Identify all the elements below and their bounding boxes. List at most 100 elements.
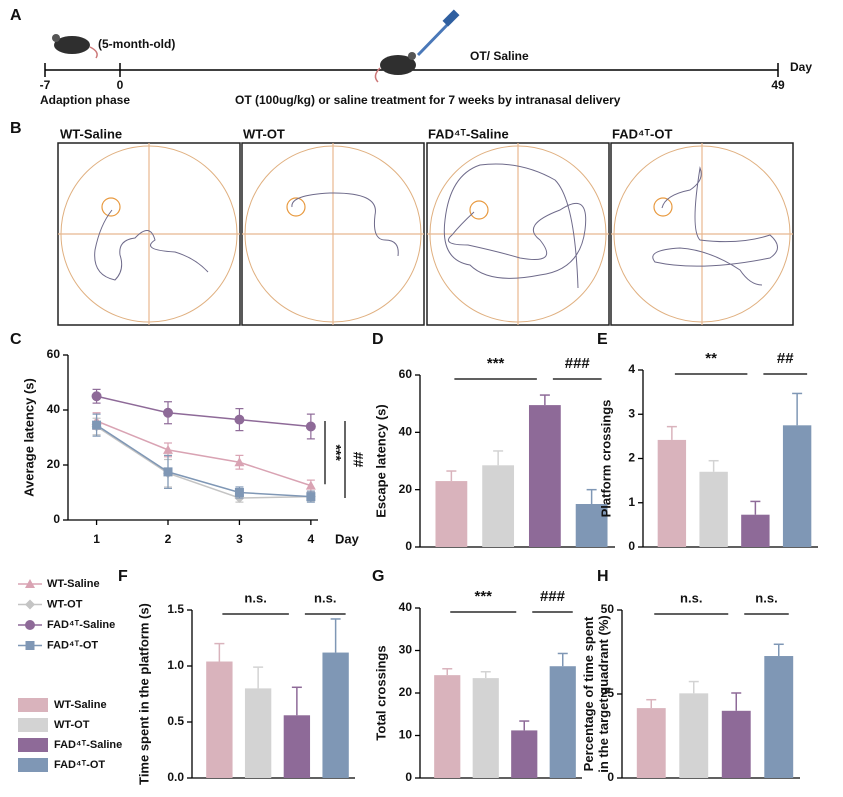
y-tick-label: 0 (607, 770, 614, 784)
marker (234, 414, 245, 425)
y-tick-label: 0.5 (167, 714, 184, 728)
bar (699, 471, 728, 547)
marker (234, 457, 245, 467)
timeline-tick-label: 0 (117, 78, 124, 92)
bar (528, 405, 561, 547)
bar (782, 425, 812, 547)
bar (244, 688, 272, 778)
timeline-unit: Day (790, 60, 812, 74)
significance-label: ## (777, 350, 794, 367)
marker (25, 579, 35, 588)
platform (286, 197, 306, 217)
y-tick-label: 10 (399, 728, 413, 742)
significance-label: *** (487, 355, 505, 372)
x-tick-label: 2 (165, 532, 172, 546)
mouse-icon (374, 52, 416, 83)
y-tick-label: 4 (628, 362, 635, 376)
legend-swatch (18, 718, 48, 732)
bar (764, 656, 794, 778)
marker (25, 641, 35, 650)
significance-label: ## (350, 452, 366, 468)
bar (482, 465, 515, 547)
significance-label: *** (474, 588, 492, 605)
panel-label: G (372, 568, 384, 585)
significance-label: n.s. (755, 590, 777, 605)
series-line (96, 395, 311, 428)
y-axis-label: in the target quadrant (%) (596, 615, 611, 772)
timeline-tick-label: -7 (40, 78, 51, 92)
legend-swatch (18, 758, 48, 772)
marker (163, 467, 173, 477)
panel-label: E (597, 331, 608, 348)
y-tick-label: 20 (399, 482, 413, 496)
marker (25, 599, 35, 610)
platform (101, 197, 121, 217)
y-axis-label: Platform crossings (598, 400, 613, 518)
maze-title: FAD⁴ᵀ-Saline (428, 126, 509, 141)
bar (657, 439, 687, 547)
marker (91, 391, 102, 402)
swim-track (443, 163, 587, 289)
y-axis-label: Average latency (s) (21, 378, 36, 497)
y-tick-label: 3 (628, 406, 635, 420)
bar (575, 504, 608, 547)
legend-label: FAD⁴ᵀ-OT (54, 759, 105, 771)
significance-label: n.s. (314, 590, 336, 605)
syringe-icon (416, 9, 460, 57)
y-tick-label: 2 (628, 451, 635, 465)
y-axis-label: Escape latency (s) (373, 404, 388, 517)
maze-title: FAD⁴ᵀ-OT (612, 126, 673, 141)
x-axis-label: Day (335, 531, 360, 546)
significance-label: ### (540, 588, 566, 605)
legend-label: WT-OT (47, 598, 83, 610)
panel-label: A (10, 7, 22, 24)
y-tick-label: 0.0 (167, 770, 184, 784)
marker (92, 420, 102, 430)
significance-label: n.s. (680, 590, 702, 605)
y-tick-label: 20 (399, 685, 413, 699)
y-tick-label: 60 (47, 347, 61, 361)
significance-label: ** (705, 350, 717, 367)
maze-title: WT-OT (243, 126, 285, 141)
y-tick-label: 30 (399, 643, 413, 657)
bar (741, 514, 770, 547)
swim-track (94, 209, 209, 281)
significance-label: *** (328, 444, 344, 461)
x-tick-label: 1 (93, 532, 100, 546)
marker (163, 444, 173, 454)
y-tick-label: 40 (399, 425, 413, 439)
y-tick-label: 1.5 (167, 602, 184, 616)
panel-label: H (597, 568, 609, 585)
y-tick-label: 0 (405, 539, 412, 553)
marker (163, 407, 173, 418)
y-tick-label: 1 (628, 495, 635, 509)
y-axis-label: Percentage of time spent (581, 616, 596, 771)
age-label: (5-month-old) (98, 37, 175, 51)
y-tick-label: 25 (601, 686, 615, 700)
series-line (96, 424, 311, 498)
y-tick-label: 0 (405, 770, 412, 784)
y-tick-label: 0 (53, 512, 60, 526)
panel-label: D (372, 331, 384, 348)
platform (469, 200, 489, 220)
significance-label: n.s. (244, 590, 266, 605)
mazes (57, 142, 794, 326)
legend-label: WT-OT (54, 719, 90, 731)
legend-label: WT-Saline (47, 578, 100, 590)
panel-label: C (10, 331, 22, 348)
treatment-label: OT/ Saline (470, 49, 529, 63)
significance-label: ### (565, 355, 591, 372)
bar (322, 652, 349, 778)
legend-label: FAD⁴ᵀ-OT (47, 639, 98, 651)
y-axis-label: Total crossings (373, 645, 388, 740)
bar (472, 678, 499, 778)
marker (306, 492, 316, 502)
legend-label: WT-Saline (54, 699, 107, 711)
bar (721, 710, 751, 778)
y-tick-label: 50 (601, 602, 615, 616)
marker (25, 620, 35, 630)
legend-swatch (18, 698, 48, 712)
maze-title: WT-Saline (60, 126, 122, 141)
series-line (96, 420, 312, 487)
